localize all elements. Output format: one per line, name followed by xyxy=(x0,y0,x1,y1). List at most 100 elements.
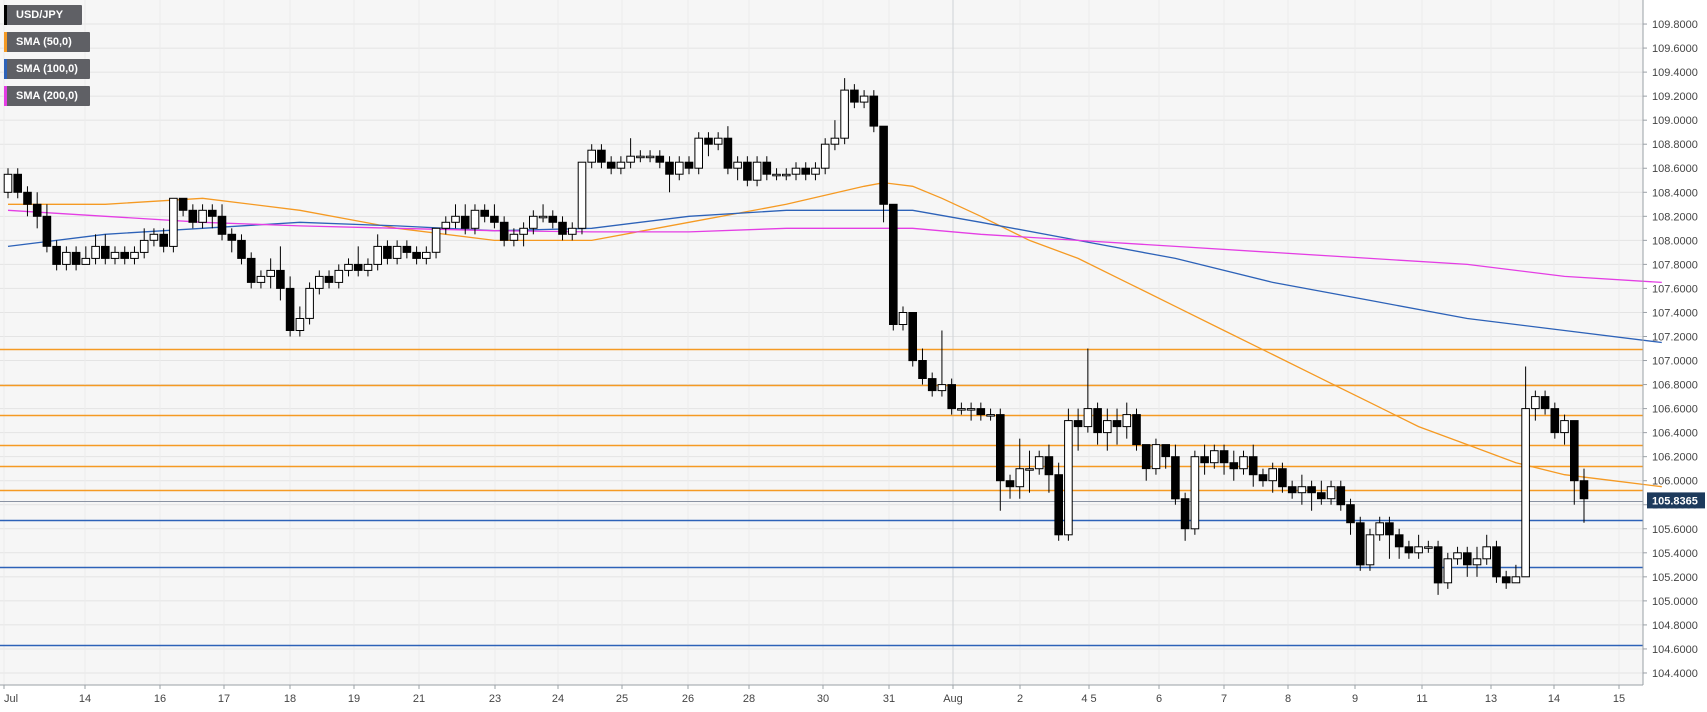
candle-body-down xyxy=(1248,456,1258,476)
candle xyxy=(139,228,149,259)
candle-body-down xyxy=(1258,474,1268,482)
candle xyxy=(626,138,635,169)
candle-body-down xyxy=(743,161,752,181)
candle-body-up xyxy=(198,209,207,223)
candle-body-up xyxy=(344,263,353,271)
candle xyxy=(616,156,626,175)
candle xyxy=(1453,546,1462,565)
candle-body-up xyxy=(509,233,519,241)
candle xyxy=(859,90,869,109)
candle-body-down xyxy=(1200,456,1209,464)
legend-label: USD/JPY xyxy=(16,9,64,21)
candle xyxy=(334,264,344,289)
candle-body-down xyxy=(548,215,558,223)
candle xyxy=(130,246,139,265)
candle-body-down xyxy=(217,215,227,235)
time-tick-label: 13 xyxy=(1485,693,1497,705)
legend-item-sma-50[interactable]: SMA (50,0) xyxy=(4,32,90,52)
candle-body-up xyxy=(1297,486,1307,494)
legend-swatch xyxy=(4,86,7,106)
candle xyxy=(1064,408,1073,541)
candle xyxy=(752,156,762,187)
candle xyxy=(1570,420,1579,505)
time-tick-label: 11 xyxy=(1416,693,1427,705)
candle-body-down xyxy=(1073,420,1083,428)
time-tick-label: 15 xyxy=(1613,693,1625,705)
candle xyxy=(315,270,324,295)
candle xyxy=(23,186,32,217)
candle xyxy=(509,228,519,247)
candle-body-down xyxy=(101,245,110,259)
candle-body-up xyxy=(1268,468,1278,482)
candle xyxy=(227,228,237,253)
legend-item-sma-200[interactable]: SMA (200,0) xyxy=(4,86,90,106)
candle-body-down xyxy=(227,233,237,241)
candle xyxy=(519,222,528,247)
candle xyxy=(373,234,382,271)
candle xyxy=(645,150,655,163)
candle-body-down xyxy=(1307,486,1316,494)
candle xyxy=(966,402,976,421)
candle xyxy=(1093,402,1102,445)
time-tick-label: 18 xyxy=(284,693,296,705)
candle-body-up xyxy=(1083,408,1093,428)
sma-line xyxy=(7,209,1662,284)
candle-body-down xyxy=(918,360,927,379)
candle-body-up xyxy=(373,245,382,265)
price-tick-label: 107.4000 xyxy=(1652,307,1698,319)
candle xyxy=(723,126,733,175)
candle-body-down xyxy=(1336,486,1346,506)
candle xyxy=(305,282,314,325)
candle xyxy=(1112,408,1122,445)
candle xyxy=(1171,444,1180,505)
candle xyxy=(101,234,110,265)
candle-body-up xyxy=(733,161,742,169)
candle-body-up xyxy=(1521,408,1530,578)
candle xyxy=(1531,390,1540,421)
candle-body-down xyxy=(32,203,42,217)
time-tick-label: 23 xyxy=(489,693,501,705)
candle-body-down xyxy=(879,125,888,205)
candle xyxy=(1083,348,1093,433)
candle-body-down xyxy=(42,215,52,247)
candle-body-up xyxy=(1414,546,1423,554)
candle-body-down xyxy=(996,414,1005,482)
candle-body-up xyxy=(431,227,441,253)
candle xyxy=(1443,552,1453,589)
legend-item-usdjpy[interactable]: USD/JPY xyxy=(4,5,82,25)
time-tick-label: 17 xyxy=(218,693,230,705)
candle xyxy=(499,216,509,247)
legend-item-sma-100[interactable]: SMA (100,0) xyxy=(4,59,90,79)
candle xyxy=(1239,450,1248,475)
candle xyxy=(1103,408,1112,451)
candle xyxy=(1180,492,1190,541)
candle-body-up xyxy=(139,239,149,253)
candle-body-up xyxy=(772,173,781,177)
candle xyxy=(791,162,801,181)
time-tick-label: 31 xyxy=(883,693,895,705)
candle xyxy=(1356,516,1365,571)
candle xyxy=(169,197,178,253)
price-tick-label: 106.4000 xyxy=(1652,428,1698,440)
candle xyxy=(1560,414,1569,445)
candle-body-up xyxy=(91,245,100,259)
time-tick-label: 6 xyxy=(1156,693,1162,705)
candle-body-up xyxy=(1210,450,1219,464)
candle xyxy=(684,156,694,175)
time-tick-label: 24 xyxy=(552,693,564,705)
candle xyxy=(957,402,966,415)
candle xyxy=(1404,540,1414,559)
candle-body-up xyxy=(256,275,266,283)
candle xyxy=(538,204,548,223)
candle xyxy=(1141,444,1151,481)
price-tick-label: 109.4000 xyxy=(1652,67,1698,79)
candle-body-down xyxy=(1404,546,1414,554)
candle xyxy=(402,240,412,259)
candle-body-up xyxy=(1560,420,1569,434)
candle xyxy=(451,204,460,229)
candle xyxy=(811,162,820,181)
candle-body-down xyxy=(412,251,421,259)
candle-body-up xyxy=(791,167,801,175)
price-tick-label: 109.2000 xyxy=(1652,91,1698,103)
candle xyxy=(889,203,898,331)
